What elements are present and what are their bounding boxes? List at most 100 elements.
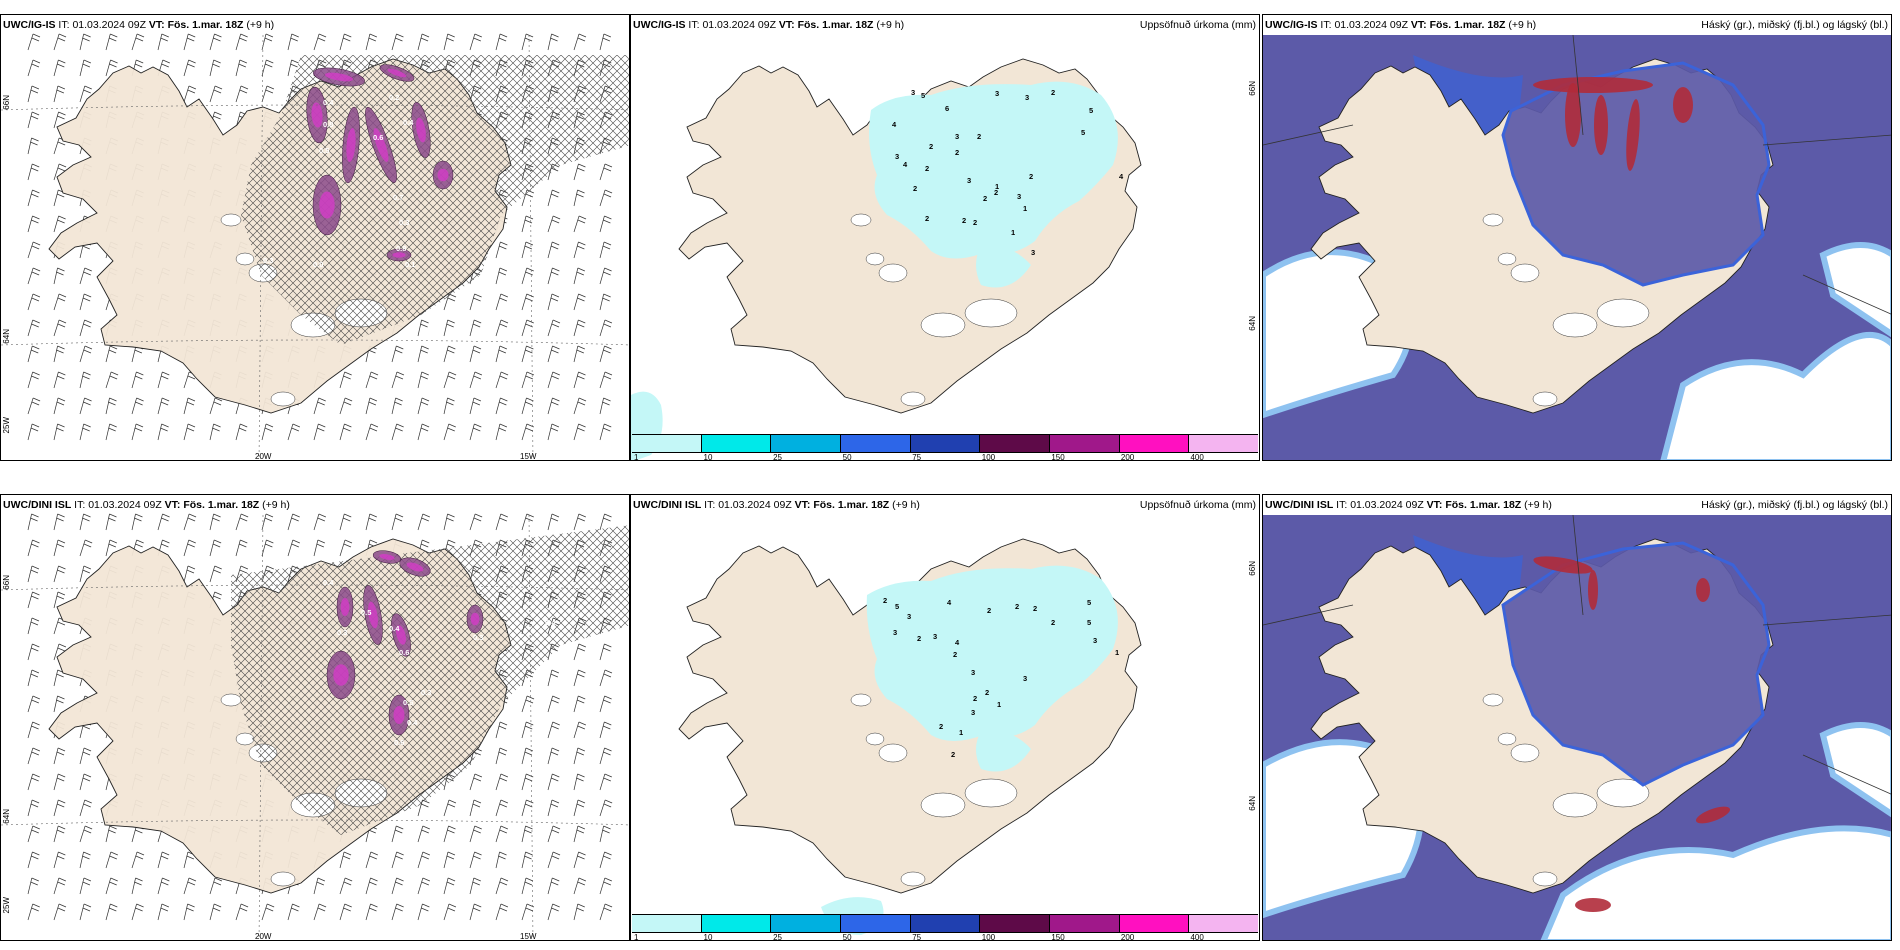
colorbar-tick-label: 75: [912, 933, 922, 941]
value-label: 0.2: [389, 93, 399, 102]
colorbar-swatch: [980, 915, 1051, 932]
value-label: 6: [945, 104, 949, 113]
precip-band-core: [406, 562, 424, 572]
colorbar-swatch: [1050, 915, 1120, 932]
red-cloud-patch: [1695, 806, 1731, 824]
value-label: 2: [1051, 618, 1055, 627]
value-label: 5: [1087, 618, 1091, 627]
value-label: 1: [995, 182, 999, 191]
clear-area: [1660, 332, 1891, 460]
value-label: 2: [973, 218, 977, 227]
value-label: 2: [1029, 172, 1033, 181]
value-label: 0.8: [323, 120, 333, 129]
glacier-outline: [1497, 732, 1517, 746]
value-label: 0.8: [396, 244, 406, 253]
red-cloud-patch: [1575, 898, 1611, 912]
colorbar-swatch: [1119, 915, 1190, 932]
red-cloud-patch: [1533, 556, 1593, 574]
clear-area: [1819, 722, 1891, 818]
value-label: 5: [1081, 128, 1085, 137]
colorbar-tick-label: 1: [634, 453, 639, 461]
precip-area: [976, 730, 1031, 772]
value-label: 4: [903, 160, 908, 169]
value-label: 0.4: [545, 618, 556, 627]
value-label: 3: [971, 668, 975, 677]
value-label: 1: [959, 728, 963, 737]
glacier-outline: [1596, 298, 1650, 328]
value-label: 3: [1017, 192, 1021, 201]
glacier-outline: [1510, 743, 1540, 763]
precip-band-core: [470, 612, 480, 626]
value-label: 2: [883, 596, 887, 605]
colorbar-tick-label: 150: [1051, 453, 1065, 461]
value-label: 2: [994, 188, 998, 197]
colorbar-swatch: [632, 435, 702, 452]
glacier-outline: [865, 732, 885, 746]
value-label: 2: [925, 214, 929, 223]
value-label: 4: [947, 598, 952, 607]
precip-band-core: [324, 72, 354, 82]
precip-band-core: [393, 706, 405, 724]
value-label: 2: [983, 194, 987, 203]
colorbar-tick-label: 25: [773, 933, 783, 941]
panel-igis-cloud: UWC/IG-IS IT: 01.03.2024 09Z VT: Fös. 1.…: [1262, 14, 1892, 461]
colorbar-ticks: 1 10 25 50 75 100 150 200 400: [632, 933, 1258, 941]
lon-label-20w: 20W: [255, 932, 272, 941]
lat-label-64n: 64N: [2, 329, 11, 344]
wind-map: 0.4 0.2 0.8 0.5 0.6 0.4 0.7 0.3 0.8 0.1 0.0 0.3 0.4 1…: [1, 33, 629, 460]
colorbar-tick-label: 100: [981, 453, 996, 461]
value-label: 1: [997, 700, 1001, 709]
lon-label-25w: 25W: [2, 897, 11, 914]
value-label: 0.5: [403, 698, 413, 707]
panel-igis-wind: UWC/IG-IS IT: 01.03.2024 09Z VT: Fös. 1.…: [0, 14, 630, 461]
colorbar-tick-label: 400: [1190, 933, 1204, 941]
lat-label-66n: 66N: [1248, 561, 1257, 576]
red-cloud-patch: [1588, 570, 1598, 610]
value-label: 3: [955, 132, 959, 141]
colorbar-tick-label: 200: [1120, 453, 1135, 461]
precip-band-core: [346, 127, 356, 163]
precip-area: [866, 565, 1118, 741]
value-label: 2: [955, 148, 959, 157]
lat-label-64n: 64N: [2, 809, 11, 824]
value-label: 2: [1015, 602, 1019, 611]
lon-label-25w: 25W: [2, 417, 11, 434]
panel-dini-wind: UWC/DINI ISL IT: 01.03.2024 09Z VT: Fös.…: [0, 494, 630, 941]
value-label: 3: [1093, 636, 1097, 645]
precip-band-core: [416, 117, 426, 143]
precip-band-core: [379, 554, 395, 560]
value-label: 0.6: [399, 648, 409, 657]
precip-area: [869, 81, 1118, 259]
colorbar-swatch: [771, 435, 842, 452]
colorbar-swatch: [701, 435, 772, 452]
glacier-outline: [1596, 778, 1650, 808]
value-label: 1: [1115, 648, 1119, 657]
panel-header: UWC/IG-IS IT: 01.03.2024 09Z VT: Fös. 1.…: [633, 19, 905, 31]
panel-dini-precip: UWC/DINI ISL IT: 01.03.2024 09Z VT: Fös.…: [630, 494, 1260, 941]
colorbar-tick-label: 200: [1120, 933, 1135, 941]
value-label: 1: [1023, 204, 1027, 213]
value-label: 0.4: [323, 578, 334, 587]
colorbar-swatch: [1050, 435, 1120, 452]
colorbar-swatch: [771, 915, 842, 932]
value-label: 2: [917, 634, 921, 643]
cloud-over-land: [1501, 541, 1771, 787]
precip-band-core: [368, 601, 378, 629]
glacier-outline: [270, 871, 296, 887]
graticule: [1, 34, 629, 460]
value-label: 0.4: [389, 624, 400, 633]
precip-value-labels: 0.4 0.5 0.3 0.4 0.6 0.3 0.5 0.4 0.6 0.3 0.4: [323, 578, 556, 747]
clear-area: [1819, 242, 1891, 338]
colorbar-tick-label: 25: [773, 453, 783, 461]
colorbar-swatch: [1189, 435, 1259, 452]
red-cloud-patch: [1673, 87, 1693, 123]
cloud-map: [1263, 514, 1891, 940]
panel-title: Uppsöfnuð úrkoma (mm): [1139, 499, 1256, 511]
glacier-outline: [964, 298, 1018, 328]
value-label: 0.0: [313, 260, 323, 269]
boundary-lines: [1263, 34, 1891, 315]
value-label: 5: [1087, 598, 1091, 607]
value-label: 2: [953, 650, 957, 659]
